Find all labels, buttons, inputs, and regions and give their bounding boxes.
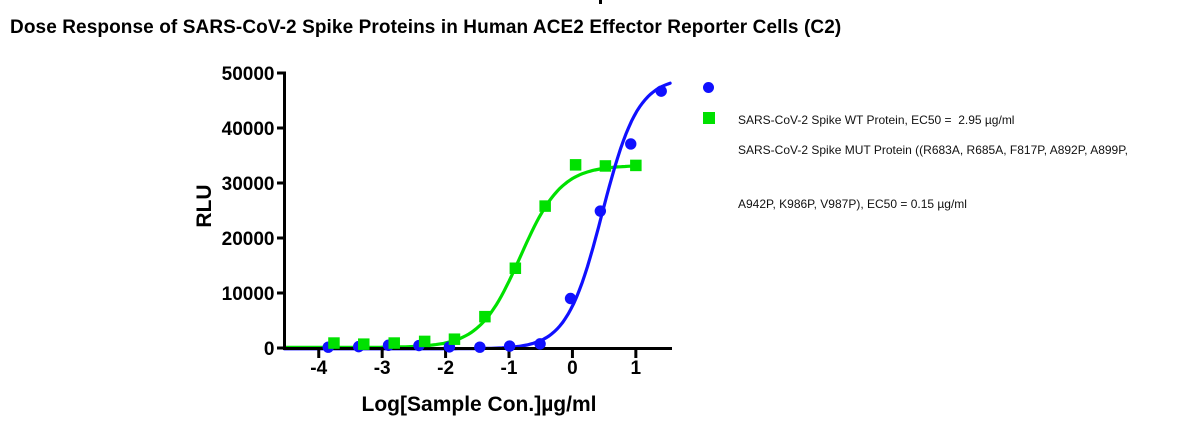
x-tick-label: -1	[501, 358, 518, 379]
wt-circle-marker-icon	[703, 82, 714, 93]
legend-label-wt-line1: SARS-CoV-2 Spike WT Protein, EC50 = 2.95…	[738, 113, 1015, 127]
legend-label-mut-line2: A942P, K986P, V987P), EC50 = 0.15 µg/ml	[738, 197, 967, 211]
mut-data-point	[630, 159, 642, 172]
mut-data-point	[599, 160, 612, 172]
wt-data-point	[474, 341, 486, 353]
mut-data-point	[448, 333, 461, 345]
x-tick-label: -2	[437, 358, 454, 379]
legend-label-wt: SARS-CoV-2 Spike WT Protein, EC50 = 2.95…	[738, 75, 1014, 165]
wt-data-point	[534, 338, 546, 350]
wt-data-point	[625, 138, 637, 150]
y-tick-label: 30000	[222, 174, 275, 195]
x-tick-label: 0	[567, 358, 578, 379]
wt-data-point	[564, 292, 577, 305]
mut-data-point	[569, 159, 582, 171]
mut-data-point	[328, 337, 340, 349]
y-tick-label: 10000	[222, 284, 275, 305]
y-tick-label: 0	[264, 339, 275, 360]
x-tick-label: 1	[631, 358, 642, 379]
mut-data-point	[509, 262, 522, 274]
mut-data-point	[539, 200, 551, 212]
x-axis-title: Log[Sample Con.]µg/ml	[362, 393, 597, 416]
wt-data-point	[655, 85, 667, 97]
wt-data-point	[503, 340, 516, 352]
wt-data-point	[594, 205, 607, 217]
y-tick-label: 20000	[222, 229, 275, 250]
x-tick-label: -3	[374, 358, 391, 379]
fit-curve-mut	[282, 164, 640, 349]
x-tick-label: -4	[310, 358, 327, 379]
mut-data-point	[358, 338, 370, 350]
legend-label-mut: SARS-CoV-2 Spike MUT Protein ((R683A, R6…	[738, 105, 1128, 249]
mut-data-point	[479, 310, 491, 323]
mut-square-marker-icon	[703, 112, 715, 124]
fit-curve-wt	[282, 81, 672, 351]
y-tick-label: 40000	[222, 119, 275, 140]
chart-title: Dose Response of SARS-CoV-2 Spike Protei…	[10, 17, 842, 38]
crop-artifact-mark	[599, 0, 602, 4]
y-tick-label: 50000	[222, 64, 275, 85]
y-axis-title: RLU	[193, 184, 216, 227]
mut-data-point	[388, 337, 400, 349]
mut-data-point	[418, 335, 431, 348]
legend-label-mut-line1: SARS-CoV-2 Spike MUT Protein ((R683A, R6…	[738, 143, 1129, 157]
